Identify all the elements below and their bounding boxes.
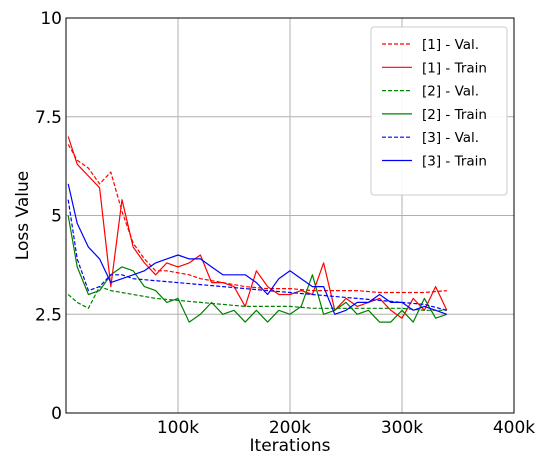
plot-frame — [65, 17, 515, 414]
x-tick-label: 300k — [381, 418, 423, 438]
series-line — [67, 199, 447, 311]
y-tick-label: 5 — [51, 207, 62, 227]
legend-box — [370, 26, 508, 196]
series-lines — [67, 136, 448, 323]
legend-label: [1] - Train — [422, 60, 487, 76]
series-line — [67, 136, 448, 319]
legend-label: [2] - Train — [422, 107, 487, 123]
y-tick-label: 2.5 — [35, 305, 62, 325]
y-axis-title: Loss Value — [13, 171, 33, 260]
series-line — [67, 215, 447, 323]
legend-label: [3] - Train — [422, 154, 487, 170]
x-axis-title: Iterations — [250, 436, 331, 454]
y-tick-label: 0 — [51, 404, 62, 424]
y-tick-label: 10 — [40, 9, 62, 29]
series-line — [67, 286, 447, 311]
legend-label: [2] - Val. — [422, 84, 479, 100]
legend: [1] - Val. [1] - Train [2] - Val. [2] - Tra… — [370, 26, 508, 196]
x-tick-label: 100k — [157, 418, 199, 438]
y-tick-label: 7.5 — [35, 108, 62, 128]
x-axis-ticks: 100k 200k 300k 400k — [157, 418, 535, 438]
y-axis-ticks: 0 2.5 5 7.5 10 — [35, 9, 62, 424]
legend-label: [3] - Val. — [422, 130, 479, 146]
legend-label: [1] - Val. — [422, 37, 479, 53]
series-line — [67, 183, 448, 315]
x-tick-label: 200k — [269, 418, 311, 438]
series-line — [67, 144, 447, 294]
x-tick-label: 400k — [493, 418, 535, 438]
